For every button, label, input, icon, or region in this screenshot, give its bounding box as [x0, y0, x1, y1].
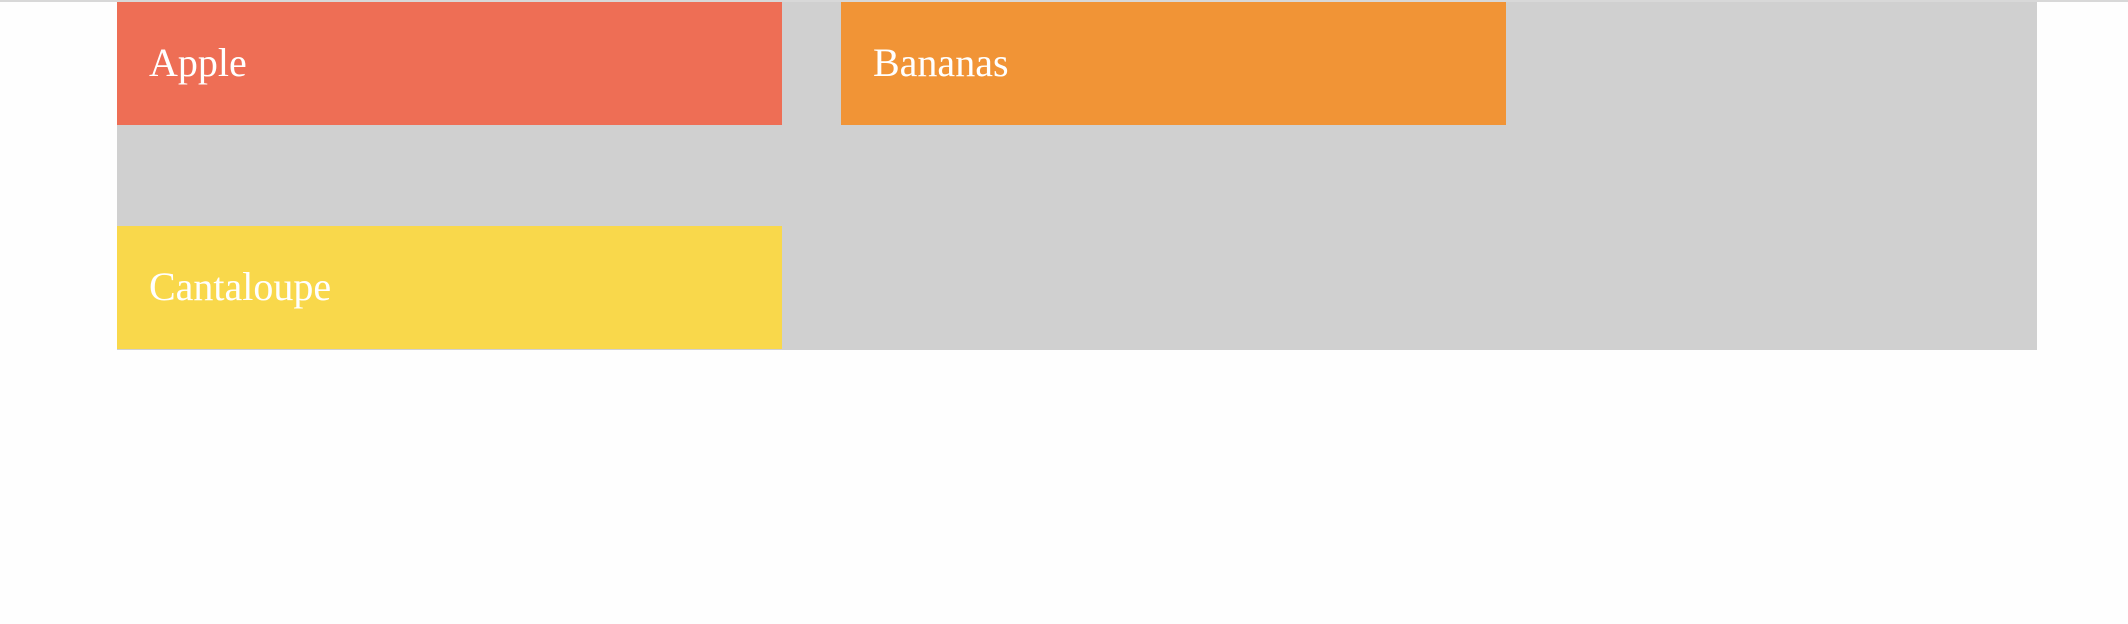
- top-border-line: [0, 0, 2128, 2]
- fruit-grid-container: Apple Bananas Cantaloupe: [117, 2, 2037, 350]
- fruit-tile-cantaloupe[interactable]: Cantaloupe: [117, 226, 782, 349]
- fruit-tile-label: Bananas: [873, 39, 1009, 85]
- fruit-tile-label: Cantaloupe: [149, 263, 332, 309]
- fruit-tile-apple[interactable]: Apple: [117, 2, 782, 125]
- fruit-tile-label: Apple: [149, 39, 247, 85]
- fruit-tile-bananas[interactable]: Bananas: [841, 2, 1506, 125]
